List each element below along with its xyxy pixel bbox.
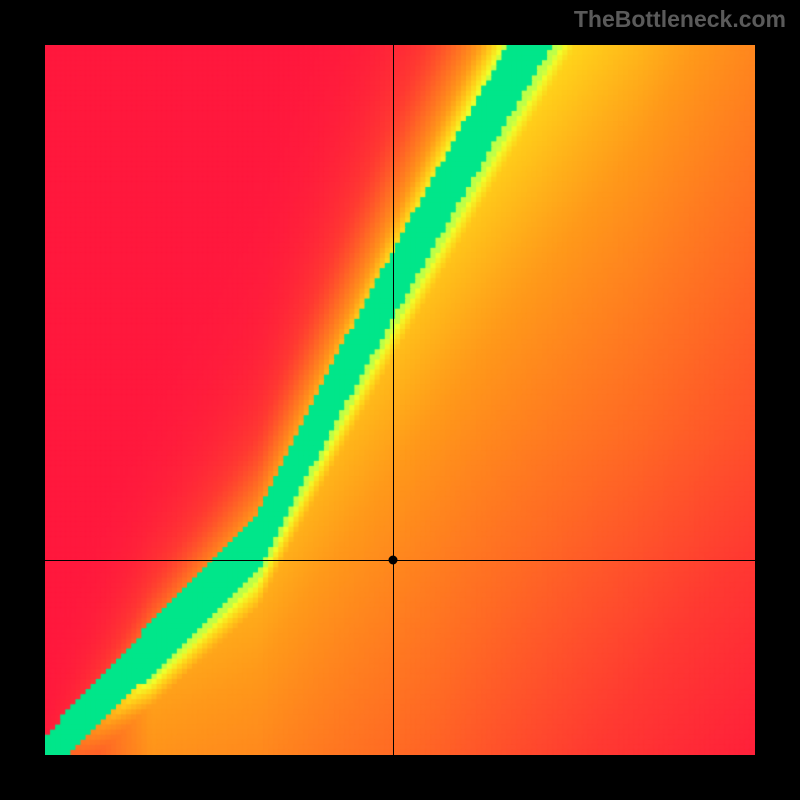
plot-area bbox=[45, 45, 755, 755]
chart-container: TheBottleneck.com bbox=[0, 0, 800, 800]
crosshair-vertical bbox=[393, 45, 394, 755]
heatmap-canvas bbox=[45, 45, 755, 755]
crosshair-horizontal bbox=[45, 560, 755, 561]
watermark-text: TheBottleneck.com bbox=[574, 6, 786, 33]
marker-dot bbox=[388, 555, 397, 564]
